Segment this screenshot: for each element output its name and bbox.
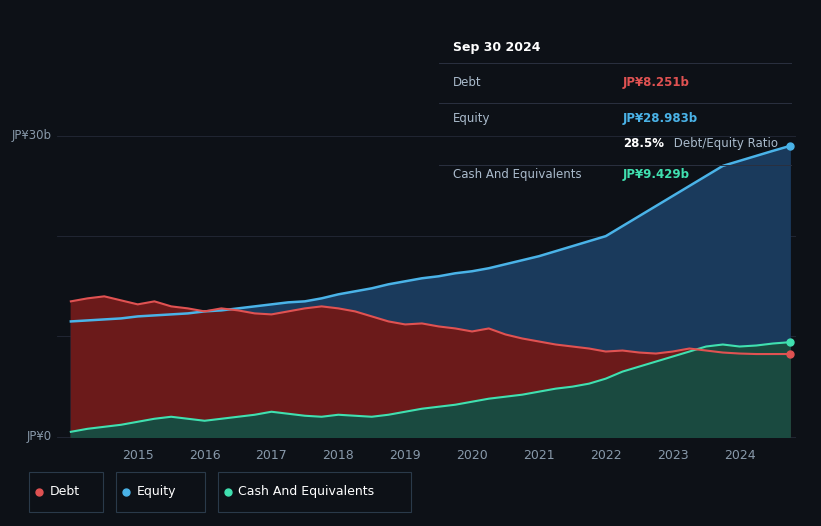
Text: Debt: Debt <box>453 76 482 89</box>
Text: Equity: Equity <box>453 113 491 125</box>
Text: JP¥0: JP¥0 <box>26 430 52 443</box>
Text: Sep 30 2024: Sep 30 2024 <box>453 41 541 54</box>
FancyBboxPatch shape <box>29 472 103 512</box>
Text: JP¥8.251b: JP¥8.251b <box>623 76 690 89</box>
Text: Debt: Debt <box>49 485 80 498</box>
FancyBboxPatch shape <box>116 472 205 512</box>
Text: Cash And Equivalents: Cash And Equivalents <box>453 168 582 181</box>
Text: Equity: Equity <box>136 485 176 498</box>
Text: JP¥28.983b: JP¥28.983b <box>623 113 698 125</box>
Text: Cash And Equivalents: Cash And Equivalents <box>238 485 374 498</box>
FancyBboxPatch shape <box>218 472 410 512</box>
Text: JP¥30b: JP¥30b <box>11 129 52 143</box>
Text: JP¥9.429b: JP¥9.429b <box>623 168 690 181</box>
Text: 28.5%: 28.5% <box>623 137 664 150</box>
Text: Debt/Equity Ratio: Debt/Equity Ratio <box>671 137 778 150</box>
